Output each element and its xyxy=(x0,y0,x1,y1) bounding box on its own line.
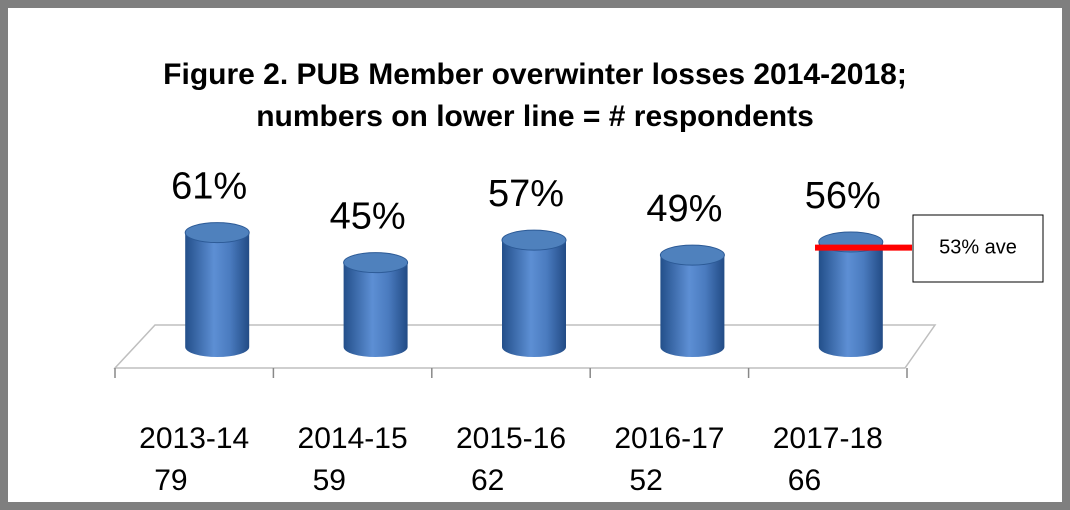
bar xyxy=(343,262,408,357)
bar xyxy=(185,232,250,357)
x-tick-label: 2016-17 xyxy=(614,422,724,455)
bar-top xyxy=(184,222,250,244)
bar xyxy=(660,255,725,357)
respondents-label: 52 xyxy=(629,464,662,497)
chart-title: Figure 2. PUB Member overwinter losses 2… xyxy=(163,58,907,91)
bar xyxy=(502,240,566,357)
value-label: 57% xyxy=(488,173,564,215)
bar xyxy=(818,242,883,357)
respondents-label: 59 xyxy=(313,464,346,497)
average-label: 53% ave xyxy=(939,236,1017,258)
x-tick-label: 2015-16 xyxy=(456,422,566,455)
respondents-label: 79 xyxy=(154,464,187,497)
bar-top xyxy=(501,229,567,251)
bar-top xyxy=(343,252,409,274)
x-tick-label: 2014-15 xyxy=(298,422,408,455)
respondents-label: 62 xyxy=(471,464,504,497)
value-label: 61% xyxy=(171,166,247,208)
value-label: 45% xyxy=(330,196,406,238)
x-tick-label: 2013-14 xyxy=(139,422,249,455)
respondents-label: 66 xyxy=(788,464,821,497)
chart-subtitle: numbers on lower line = # respondents xyxy=(256,100,814,133)
bar-top xyxy=(659,244,725,266)
value-label: 49% xyxy=(646,188,722,230)
average-box xyxy=(912,214,1044,283)
value-label: 56% xyxy=(805,175,881,217)
x-tick-label: 2017-18 xyxy=(773,422,883,455)
